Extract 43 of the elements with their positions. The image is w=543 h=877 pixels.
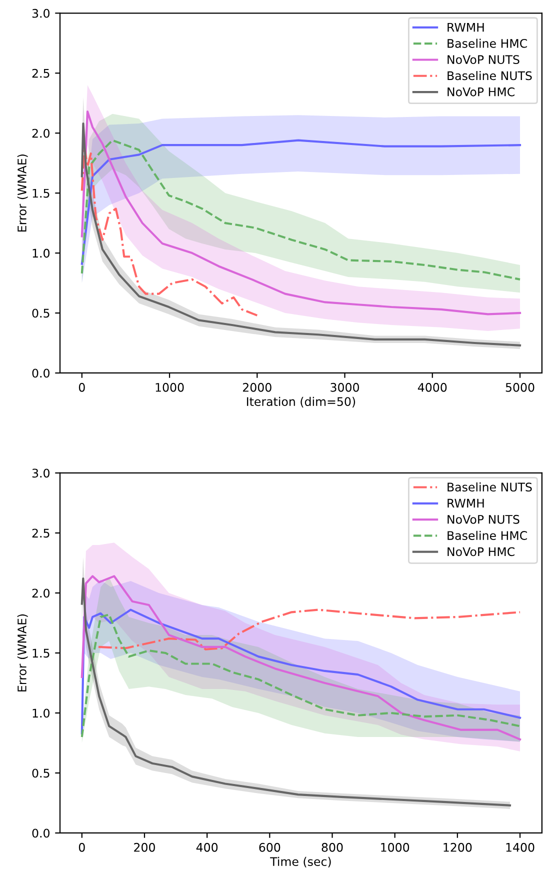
y-tick-label: 0.5 [32,768,50,778]
x-tick-label: 2000 [242,382,272,392]
x-tick-label: 400 [196,842,218,852]
legend-label: Baseline HMC [448,38,527,48]
y-tick-label: 2.5 [32,68,50,78]
y-tick-label: 0.0 [32,828,50,838]
legend-label: Baseline NUTS [448,482,532,492]
legend-label: Baseline NUTS [448,71,532,80]
legend-label: NoVoP HMC [448,547,514,556]
y-tick-label: 1.0 [32,708,50,718]
x-tick-label: 4000 [418,382,447,392]
y-tick-label: 1.5 [32,188,50,198]
legend-label: Baseline HMC [448,530,527,540]
legend-label: NoVoP NUTS [448,55,520,64]
x-axis-title: Time (sec) [270,856,331,868]
x-tick-label: 600 [259,842,280,852]
x-tick-label: 1000 [156,382,184,392]
x-axis-title: Iteration (dim=50) [247,396,356,408]
legend-label: RWMH [448,22,484,32]
x-tick-label: 5000 [506,382,534,392]
x-tick-label: 0 [78,382,85,392]
x-tick-label: 1200 [444,842,472,852]
y-tick-label: 0.5 [32,308,50,318]
y-axis-title: Error (WMAE) [17,154,28,232]
y-tick-label: 1.0 [32,248,50,258]
x-tick-label: 0 [78,842,85,852]
y-tick-label: 2.0 [32,588,50,598]
x-tick-label: 1000 [381,842,410,852]
y-tick-label: 1.5 [32,648,50,658]
y-tick-label: 2.5 [32,528,50,538]
x-tick-label: 1400 [506,842,534,852]
x-tick-label: 200 [134,842,155,852]
legend-label: NoVoP NUTS [448,514,520,524]
y-tick-label: 2.0 [32,128,50,138]
y-tick-label: 3.0 [32,468,50,478]
legend-label: RWMH [448,498,484,508]
x-tick-label: 3000 [330,382,360,392]
legend-label: NoVoP HMC [448,87,514,96]
x-tick-label: 800 [322,842,343,852]
line-series [97,608,522,650]
y-tick-label: 3.0 [32,8,50,18]
y-tick-label: 0.0 [32,368,50,378]
y-axis-title: Error (WMAE) [17,614,28,692]
